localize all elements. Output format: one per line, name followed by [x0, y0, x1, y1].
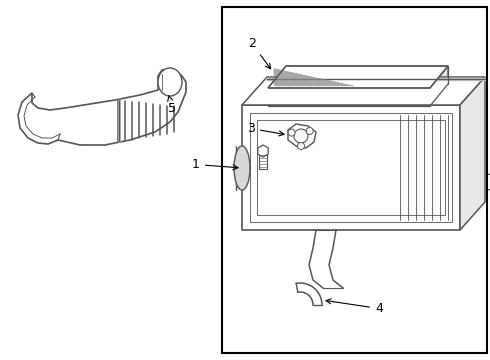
Polygon shape: [460, 77, 485, 230]
Ellipse shape: [158, 68, 182, 96]
Text: 2: 2: [248, 37, 270, 69]
Polygon shape: [268, 66, 448, 88]
Circle shape: [294, 129, 308, 143]
Text: 3: 3: [247, 122, 284, 136]
Polygon shape: [258, 145, 268, 157]
Circle shape: [288, 129, 295, 136]
Polygon shape: [18, 69, 186, 145]
Polygon shape: [268, 88, 430, 106]
Polygon shape: [487, 174, 490, 190]
Polygon shape: [288, 124, 316, 148]
Polygon shape: [430, 66, 448, 106]
Text: 4: 4: [326, 299, 383, 315]
Text: 5: 5: [168, 96, 176, 115]
Polygon shape: [259, 153, 267, 169]
Polygon shape: [242, 105, 460, 230]
Circle shape: [297, 143, 304, 149]
Bar: [222, 7, 487, 353]
Circle shape: [306, 127, 313, 135]
Ellipse shape: [234, 146, 250, 190]
Polygon shape: [242, 77, 485, 105]
Text: 1: 1: [192, 158, 238, 171]
